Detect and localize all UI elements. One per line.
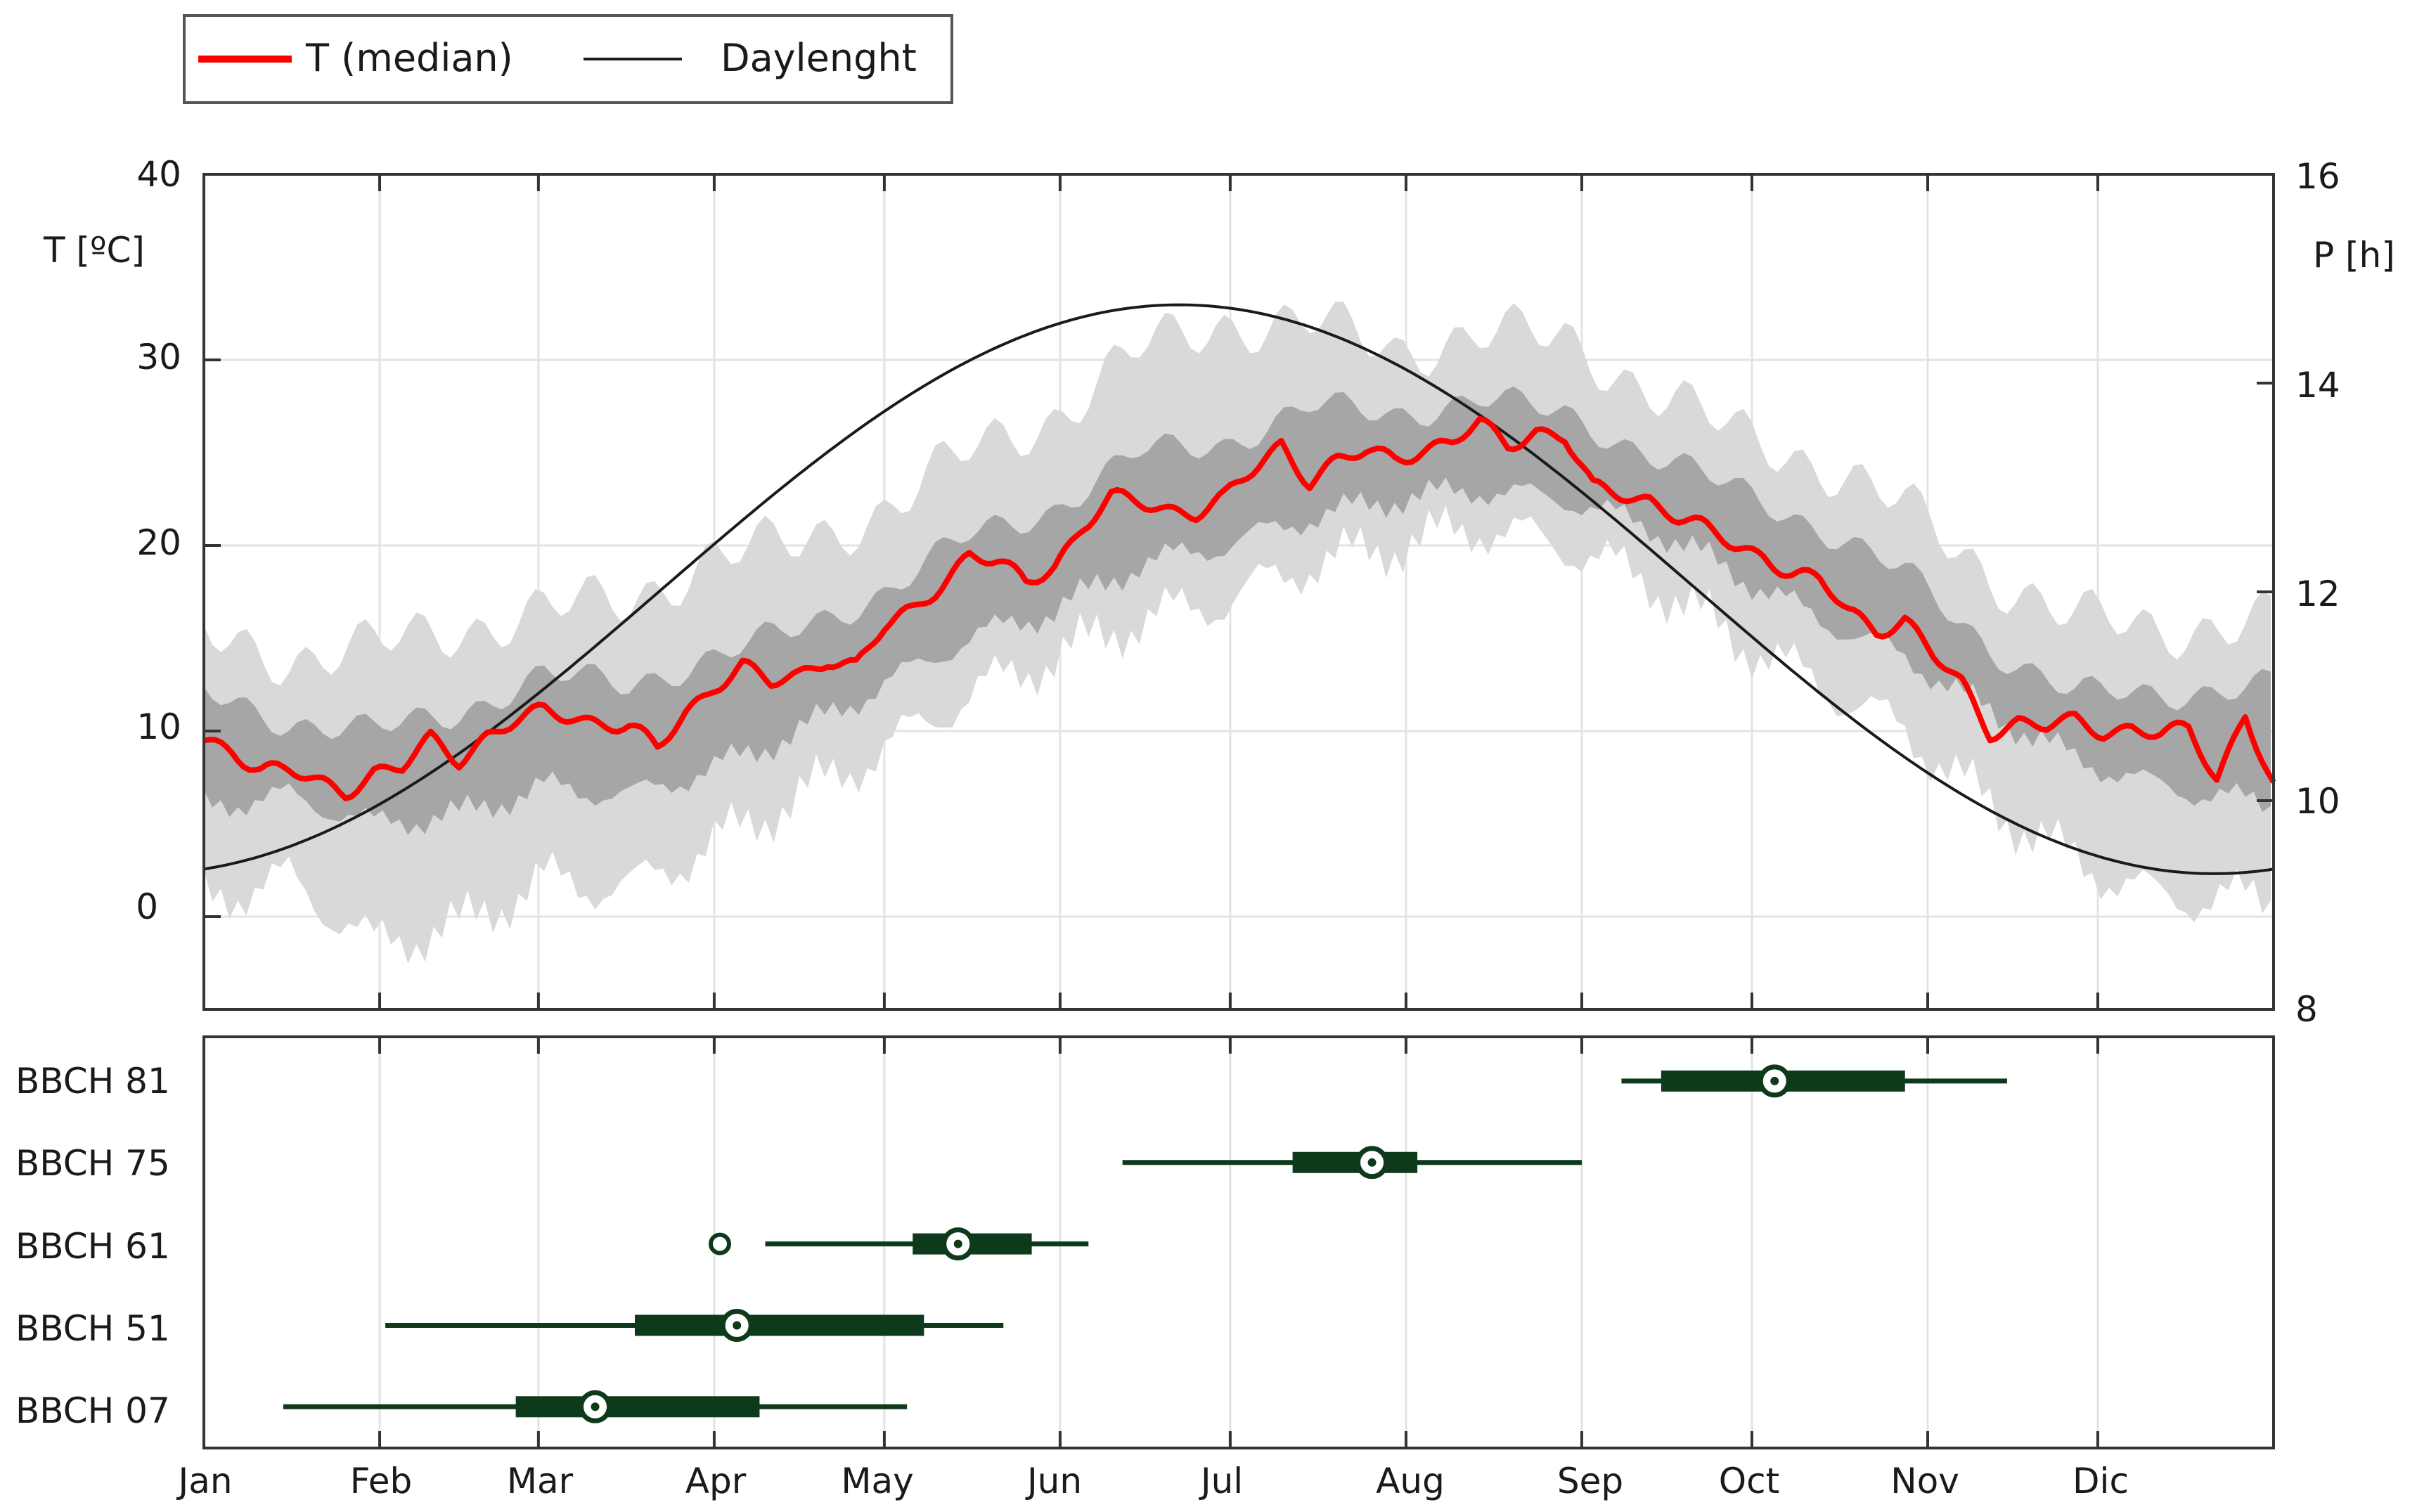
month-label: Oct [1719,1461,1779,1501]
box-median-dot [591,1402,600,1411]
daylength-group [203,303,2274,875]
y2-tick-label: 12 [2295,574,2340,614]
month-label: May [841,1461,913,1501]
month-label: Sep [1557,1461,1623,1501]
month-label: Nov [1890,1461,1959,1501]
legend-frame [183,14,953,104]
phenology-ticks [378,1037,2099,1448]
month-label: Mar [507,1461,574,1501]
box-median-dot [733,1321,742,1330]
median-group [203,415,2276,801]
month-label: Aug [1376,1461,1445,1501]
boxplot-group [283,1064,2007,1423]
phenology-panel: BBCH 81 BBCH 75 BBCH 61 BBCH 51 BBCH 07 … [15,1035,2275,1501]
month-label: Jun [1025,1461,1082,1501]
outer-band-group [204,302,2271,964]
outer-band [204,302,2271,964]
month-labels: Jan Feb Mar Apr May Jun Jul Aug Sep Oct … [176,1461,2128,1501]
median-line [203,415,2276,801]
box-iqr [634,1314,924,1336]
box-median-dot [1770,1076,1779,1085]
legend: T (median) Daylenght [183,14,953,104]
temperature-panel: 40 30 20 10 0 16 14 12 10 8 T [ºC] P [h] [43,154,2395,1030]
inner-band [204,386,2271,835]
phenology-plot-area [204,1037,2274,1448]
y2-tick-label: 8 [2295,989,2318,1030]
y2-axis-title: P [h] [2313,235,2395,276]
daylength-line [203,303,2274,875]
category-label: BBCH 81 [15,1061,170,1101]
y2-tick-label: 10 [2295,781,2340,822]
y-tick-label: 30 [136,337,181,377]
month-label: Jul [1199,1461,1243,1501]
box-iqr [1292,1151,1418,1173]
y-tick-label: 0 [136,886,158,927]
y-tick-label: 20 [136,522,181,563]
right-axis-tick-labels: 16 14 12 10 8 [2295,156,2340,1030]
category-label: BBCH 61 [15,1226,170,1267]
legend-label-median: T (median) [305,36,513,80]
month-label: Jan [176,1461,232,1501]
category-label: BBCH 75 [15,1143,170,1184]
y2-tick-label: 14 [2295,365,2340,406]
month-label: Feb [350,1461,413,1501]
y-axis-title: T [ºC] [43,230,145,271]
y-tick-label: 40 [136,154,181,195]
category-labels: BBCH 81 BBCH 75 BBCH 61 BBCH 51 BBCH 07 [15,1061,170,1431]
month-label: Dic [2073,1461,2129,1501]
y2-tick-label: 16 [2295,156,2340,197]
inner-band-group [204,386,2271,835]
category-label: BBCH 07 [15,1390,170,1431]
temperature-ticks [204,173,2274,1011]
y-tick-label: 10 [136,706,181,747]
left-axis-tick-labels: 40 30 20 10 0 [136,154,181,927]
box-median-dot [953,1239,962,1248]
box-outlier [708,1232,731,1255]
phenology-grid [378,1037,2099,1448]
box-iqr [515,1396,760,1418]
box-median-dot [1367,1158,1377,1167]
month-label: Apr [685,1461,747,1501]
legend-label-daylength: Daylenght [721,36,917,80]
category-label: BBCH 51 [15,1308,170,1349]
phenology-plot-frame [202,1035,2275,1449]
